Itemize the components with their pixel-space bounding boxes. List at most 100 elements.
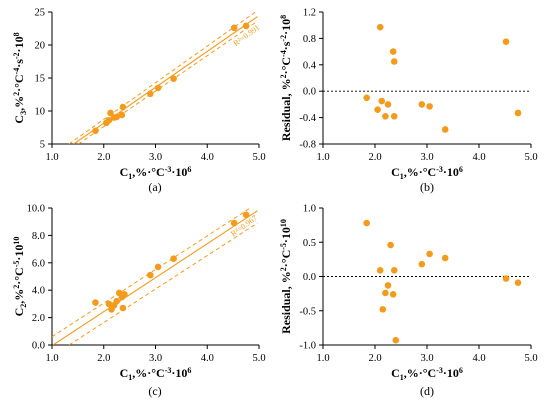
data-point [418,101,426,108]
x-tick-label: 4.0 [201,152,214,163]
data-point [119,304,127,312]
y-tick-label: 0.4 [303,60,317,71]
chart-panel-d: 1.0 2.0 3.0 4.0 5.0 -1.0 -0.5 0.0 0.5 1.0 C1,%·°C-… [279,204,538,399]
y-tick-label: 20 [35,41,46,52]
y-tick-label: 15 [35,74,46,85]
panel-label: (d) [420,384,434,398]
chart-panel-a: 1.0 2.0 3.0 4.0 5.0510152025R²=0.991C1,%·°C-… [12,8,266,195]
data-point [390,267,398,274]
data-point [390,112,398,120]
x-axis-label: C1,%·°C-3·106 [391,165,463,181]
data-point [382,112,389,120]
y-tick-label: 2.0 [32,313,45,324]
y-tick-label: 0.0 [303,272,316,283]
x-tick-label: 2.0 [368,152,381,163]
data-point [514,279,522,286]
panel-label: (b) [420,180,434,194]
data-point [119,103,127,111]
upper-confidence-line [52,208,251,338]
data-point [387,241,394,249]
data-point [230,219,238,227]
data-point [107,109,114,117]
data-point [147,271,154,279]
data-point [363,219,370,227]
y-tick-label: 6.0 [32,258,45,269]
panel-label: (c) [148,384,161,398]
data-point [426,250,433,258]
y-tick-label: 1.0 [303,204,316,215]
lower-confidence-line [68,222,258,345]
data-point [170,255,177,262]
y-tick-label: 5 [40,140,45,151]
data-point [113,297,120,305]
data-point [441,126,449,133]
y-tick-label: -0.8 [299,140,316,151]
panel-label: (a) [148,180,161,194]
y-axis-label: Residual, %2·°C-4·s-2·108 [279,15,293,141]
y-tick-label: 8.0 [32,231,45,242]
data-point [105,300,113,308]
y-tick-label: 0.0 [303,87,316,98]
data-point [92,127,99,135]
y-tick-label: -1.0 [299,341,316,352]
x-tick-label: 1.0 [316,152,329,163]
y-tick-label: 0.5 [303,238,316,249]
x-tick-label: 4.0 [201,353,214,364]
x-axis-label: C1,%·°C-3·106 [391,366,463,382]
x-tick-label: 1.0 [45,152,58,163]
data-point [147,90,154,98]
data-point [379,306,387,313]
data-point [384,282,392,289]
y-tick-label: -0.5 [299,306,316,317]
y-tick-label: 10.0 [27,204,45,215]
data-point [242,211,250,219]
data-point [113,113,120,121]
data-point [502,38,510,45]
x-tick-label: 4.0 [472,152,485,163]
regression-line [52,210,258,345]
data-point [363,94,370,102]
data-point [384,101,392,108]
y-axis-label: Residual, %2·°C-5·1010 [279,219,293,334]
data-point [502,275,510,282]
data-point [92,299,99,306]
data-point [121,291,128,298]
x-axis-label: C1,%·°C-3·106 [120,165,192,181]
y-tick-label: 0.8 [303,34,316,45]
data-point [514,109,522,117]
data-point [230,24,238,32]
y-tick-label: 1.2 [303,8,316,19]
x-tick-label: 4.0 [472,353,485,364]
data-point [170,75,177,82]
x-tick-label: 2.0 [97,353,110,364]
data-point [154,84,162,92]
x-tick-label: 1.0 [316,353,329,364]
y-tick-label: 10 [35,107,46,118]
data-point [441,254,449,262]
data-point [118,111,126,119]
x-tick-label: 3.0 [149,152,162,163]
y-tick-label: -0.4 [299,113,316,124]
x-tick-label: 2.0 [368,353,381,364]
chart-panel-c: 1.0 2.0 3.0 4.0 5.00.02.04.06.08.010.0R²=0.9… [12,204,266,399]
data-point [242,22,250,30]
data-point [374,106,381,113]
y-tick-label: 0.0 [32,341,45,352]
x-axis-label: C1,%·°C-3·106 [120,366,192,382]
x-tick-label: 5.0 [524,152,537,163]
x-tick-label: 2.0 [97,152,110,163]
data-point [426,103,433,110]
data-point [105,116,113,124]
x-tick-label: 1.0 [45,353,58,364]
data-point [418,260,426,268]
x-tick-label: 3.0 [149,353,162,364]
y-axis-label: C3,%2·°C-4·s-2·108 [12,32,28,123]
data-point [389,291,397,298]
chart-panel-b: 1.0 2.0 3.0 4.0 5.0 -0.8 -0.4 0.0 0.4 0.8 1.2 C1,%·… [279,8,538,195]
data-point [154,263,162,271]
x-tick-label: 5.0 [252,152,265,163]
x-tick-label: 5.0 [252,353,265,364]
data-point [390,58,398,65]
upper-confidence-line [68,12,256,144]
